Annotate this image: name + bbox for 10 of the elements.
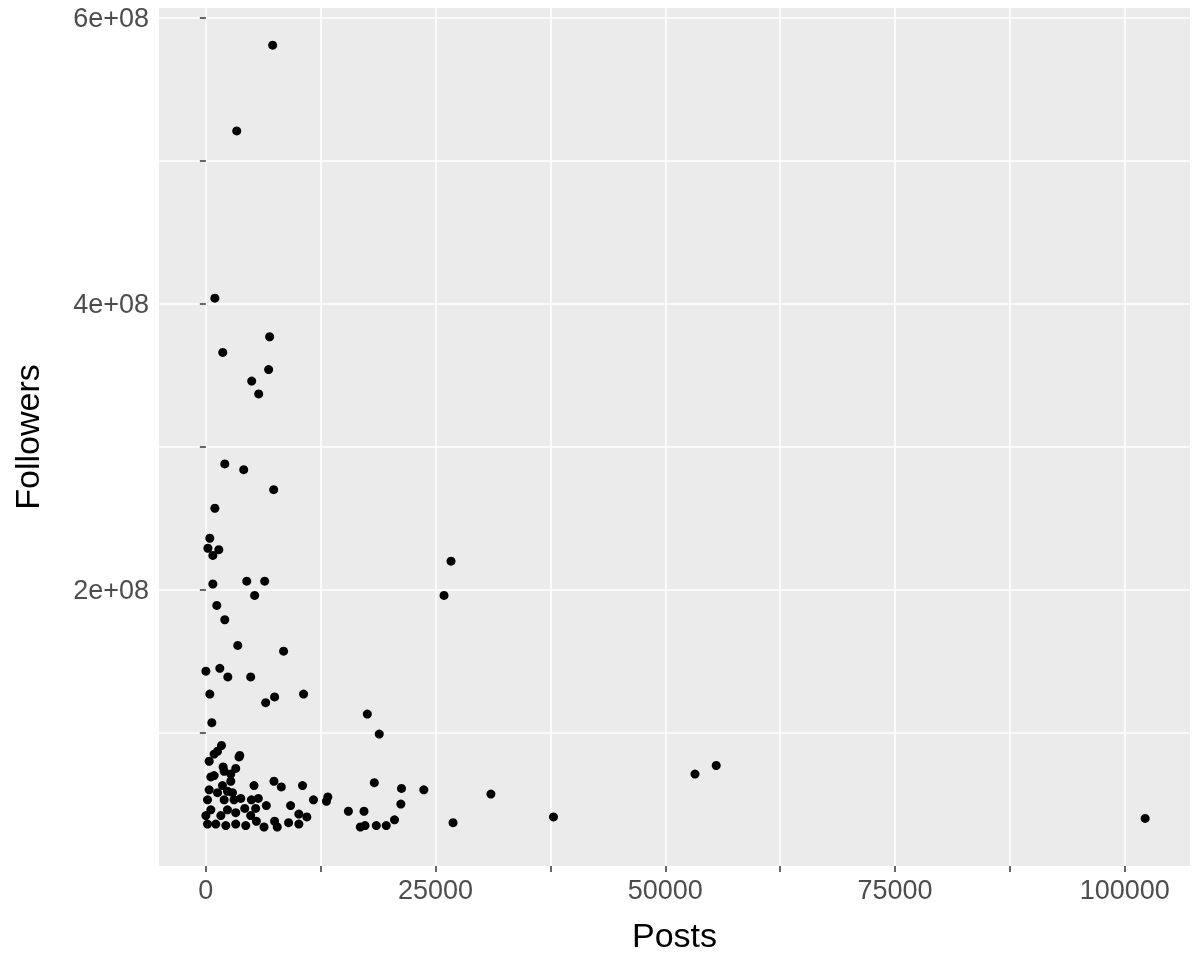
x-tick-label: 75000 xyxy=(857,874,933,905)
x-axis-title: Posts xyxy=(631,916,718,954)
x-tick-label: 0 xyxy=(198,874,214,905)
x-tick-label: 25000 xyxy=(398,874,474,905)
x-tick-label: 50000 xyxy=(627,874,703,905)
x-tick-label: 100000 xyxy=(1079,874,1170,905)
y-tick-label: 6e+08 xyxy=(73,3,149,33)
y-tick-label: 2e+08 xyxy=(73,574,149,605)
y-tick-label: 4e+08 xyxy=(73,288,149,319)
y-axis-title: Followers xyxy=(8,364,46,510)
